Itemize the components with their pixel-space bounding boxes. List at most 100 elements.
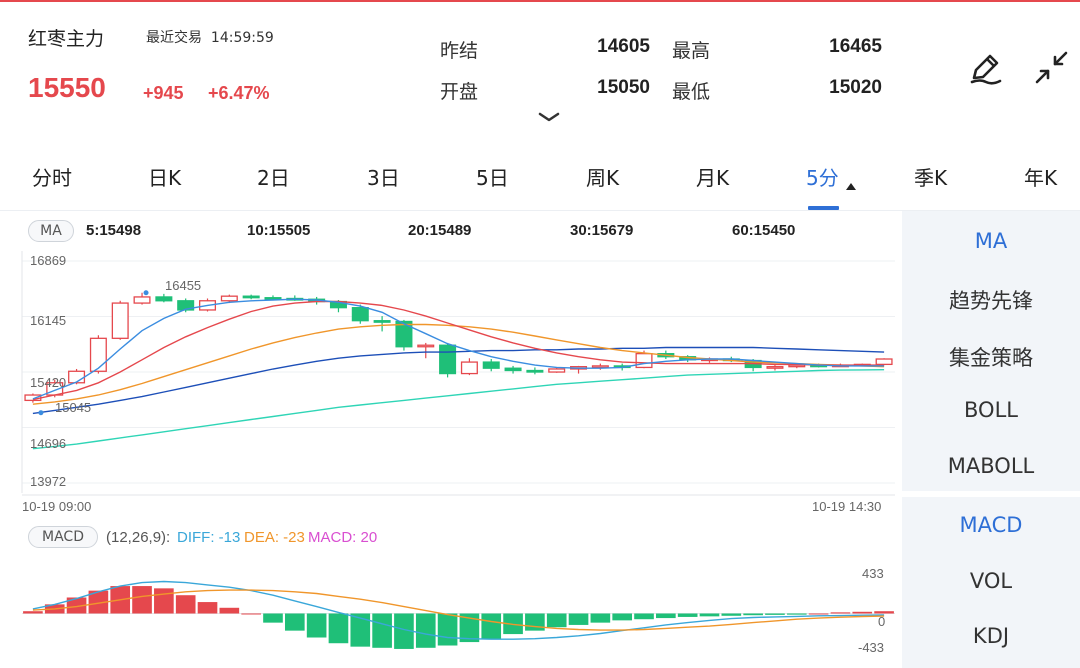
candle-body bbox=[635, 352, 653, 369]
macd-bar bbox=[852, 611, 873, 614]
macd-bar bbox=[197, 602, 218, 614]
macd-bar bbox=[874, 611, 894, 614]
macd-axis-label: 0 bbox=[878, 614, 886, 629]
indicator-kdj[interactable]: KDJ bbox=[972, 624, 1010, 648]
candle-body bbox=[242, 295, 260, 299]
candle-body bbox=[264, 297, 282, 300]
macd-pill[interactable]: MACD bbox=[28, 526, 98, 548]
macd-bar bbox=[786, 613, 807, 615]
macd-dea: DEA: -23 bbox=[244, 529, 305, 546]
candle-body bbox=[220, 295, 238, 302]
candle-body bbox=[526, 369, 544, 373]
collapse-icon[interactable] bbox=[1032, 48, 1072, 88]
candle-body bbox=[68, 370, 86, 384]
macd-bar bbox=[699, 613, 720, 617]
tab-yearly-k[interactable]: 年K bbox=[1024, 166, 1058, 190]
symbol-name: 红枣主力 bbox=[28, 28, 105, 50]
macd-axis-label: -433 bbox=[858, 640, 885, 655]
tab-monthly-k[interactable]: 月K bbox=[696, 166, 730, 190]
high-marker bbox=[143, 290, 149, 296]
candle-body bbox=[373, 320, 391, 323]
indicator-trend-pioneer[interactable]: 趋势先锋 bbox=[949, 289, 1033, 313]
macd-bar bbox=[372, 613, 392, 648]
ma20-legend: 20:15489 bbox=[408, 222, 472, 239]
macd-bar bbox=[765, 613, 785, 615]
ma5-legend: 5:15498 bbox=[86, 222, 142, 239]
indicator-boll[interactable]: BOLL bbox=[964, 398, 1018, 422]
price-axis-label: 15420 bbox=[30, 375, 67, 390]
tab-intraday[interactable]: 分时 bbox=[32, 166, 72, 190]
ma30-legend: 30:15679 bbox=[570, 222, 634, 239]
candle-body bbox=[482, 361, 500, 369]
low-annotation: 15045 bbox=[55, 400, 92, 415]
chevron-down-icon[interactable] bbox=[536, 110, 562, 124]
candle-body bbox=[591, 365, 609, 369]
recent-trade: 最近交易 14:59:59 bbox=[146, 27, 274, 47]
indicator-gold-strategy[interactable]: 集金策略 bbox=[949, 346, 1033, 370]
candle-body bbox=[460, 361, 478, 375]
high-annotation: 16455 bbox=[165, 278, 202, 293]
candle-body bbox=[417, 344, 435, 348]
candle-body bbox=[439, 344, 457, 375]
indicator-maboll[interactable]: MABOLL bbox=[947, 454, 1035, 478]
tab-quarterly-k[interactable]: 季K bbox=[914, 166, 948, 190]
macd-bar bbox=[219, 607, 240, 614]
last-price: 15550 bbox=[28, 72, 106, 103]
macd-bar bbox=[132, 586, 152, 614]
macd-bar bbox=[328, 613, 349, 644]
indicator-vol[interactable]: VOL bbox=[969, 569, 1013, 593]
price-change-pct: +6.47% bbox=[208, 83, 270, 103]
time-axis-start: 10-19 09:00 bbox=[22, 499, 92, 514]
macd-bar bbox=[66, 597, 87, 614]
candle-body bbox=[504, 367, 522, 372]
macd-bar bbox=[568, 613, 589, 625]
macd-value: MACD: 20 bbox=[308, 529, 378, 546]
macd-diff: DIFF: -13 bbox=[177, 529, 241, 546]
high-label: 最高 bbox=[672, 40, 711, 62]
macd-bar bbox=[808, 613, 829, 615]
macd-bar bbox=[634, 613, 654, 620]
low-label: 最低 bbox=[672, 81, 711, 103]
price-axis-label: 16145 bbox=[30, 313, 67, 328]
macd-bar bbox=[525, 613, 545, 631]
macd-diff-line bbox=[32, 580, 885, 640]
macd-bar bbox=[350, 613, 371, 647]
macd-params: (12,26,9): bbox=[106, 529, 171, 546]
ma10-line bbox=[32, 300, 885, 401]
tabs-divider bbox=[0, 210, 1080, 211]
macd-bar bbox=[88, 590, 109, 614]
open-label: 开盘 bbox=[440, 81, 479, 103]
macd-bar bbox=[656, 613, 676, 619]
macd-bar bbox=[830, 612, 851, 614]
tab-5min[interactable]: 5分 bbox=[806, 166, 839, 190]
pen-icon[interactable] bbox=[966, 48, 1006, 88]
sub-indicator-panel: MACD VOL KDJ bbox=[902, 497, 1080, 668]
macd-bar bbox=[437, 613, 458, 646]
tab-dropdown-caret-icon[interactable] bbox=[846, 183, 856, 190]
ma10-legend: 10:15505 bbox=[247, 222, 311, 239]
indicator-ma[interactable]: MA bbox=[974, 229, 1008, 253]
tab-2day[interactable]: 2日 bbox=[257, 166, 290, 190]
time-axis-end: 10-19 14:30 bbox=[812, 499, 882, 514]
macd-bar bbox=[612, 613, 633, 621]
candle-body bbox=[766, 366, 784, 369]
macd-bar bbox=[743, 613, 763, 616]
macd-dea-line bbox=[32, 589, 885, 631]
candle-body bbox=[875, 358, 893, 366]
prev-settle-value: 14605 bbox=[597, 36, 650, 57]
kline-chart[interactable] bbox=[0, 211, 900, 668]
price-axis-label: 13972 bbox=[30, 474, 67, 489]
price-axis-label: 14696 bbox=[30, 436, 67, 451]
tab-3day[interactable]: 3日 bbox=[367, 166, 400, 190]
candle-body bbox=[133, 296, 151, 304]
price-axis-label: 16869 bbox=[30, 253, 67, 268]
ma60-legend: 60:15450 bbox=[732, 222, 796, 239]
macd-bar bbox=[546, 613, 567, 628]
indicator-macd[interactable]: MACD bbox=[959, 513, 1023, 537]
macd-bar bbox=[284, 613, 305, 631]
ma30-line bbox=[32, 346, 885, 415]
tab-daily-k[interactable]: 日K bbox=[148, 166, 182, 190]
tab-5day[interactable]: 5日 bbox=[476, 166, 509, 190]
ma-pill[interactable]: MA bbox=[28, 220, 74, 242]
tab-weekly-k[interactable]: 周K bbox=[586, 166, 620, 190]
